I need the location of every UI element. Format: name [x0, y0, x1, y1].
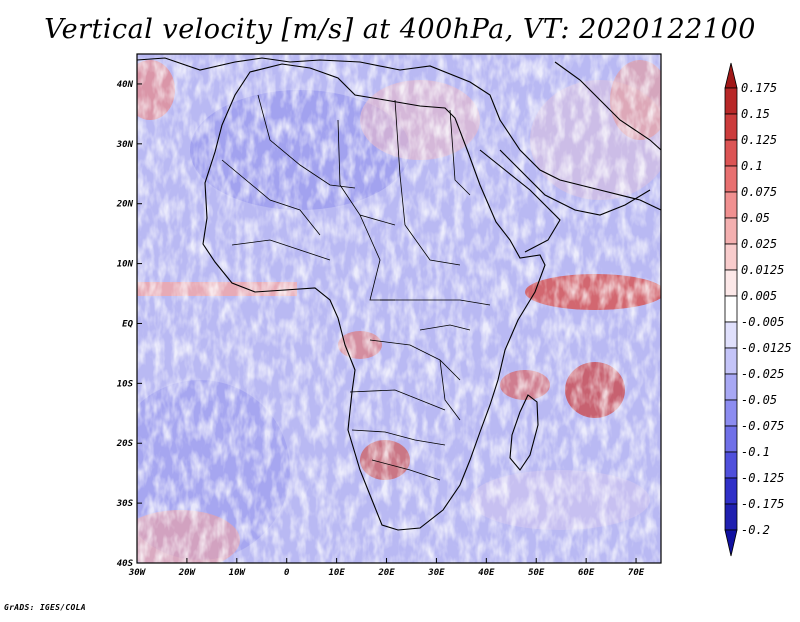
- colorbar-label: -0.05: [741, 393, 777, 407]
- colorbar-segment: [724, 503, 738, 531]
- colorbar-segment: [724, 399, 738, 427]
- lon-tick-label: 0: [284, 568, 290, 578]
- colorbar-segment: [724, 373, 738, 401]
- lon-tick-label: 10E: [328, 568, 345, 578]
- colorbar-segment: [724, 477, 738, 505]
- latitude-ticks: 40N 30N 20N 10N EQ 10S 20S 30S 40S: [116, 80, 142, 569]
- colorbar-bottom-arrow: [724, 529, 738, 557]
- lon-tick-label: 50E: [528, 568, 545, 578]
- colorbar-label: -0.0125: [741, 341, 792, 355]
- lon-tick-label: 30W: [128, 568, 147, 578]
- colorbar-label: -0.005: [741, 315, 784, 329]
- lon-tick-label: 70E: [628, 568, 645, 578]
- lon-tick-label: 20W: [178, 568, 197, 578]
- colorbar: 0.175 0.15 0.125 0.1 0.075 0.05 0.025 0.0125 0.0…: [724, 62, 792, 557]
- colorbar-label: 0.05: [741, 211, 770, 225]
- colorbar-segment: [724, 321, 738, 349]
- colorbar-segment: [724, 217, 738, 245]
- colorbar-label: -0.125: [741, 471, 784, 485]
- map-frame: [136, 53, 662, 564]
- colorbar-segment: [724, 269, 738, 297]
- colorbar-label: -0.025: [741, 367, 784, 381]
- lat-tick-label: 10S: [117, 379, 134, 389]
- vertical-velocity-field: [137, 54, 661, 563]
- lat-tick-label: 40N: [117, 80, 134, 90]
- lon-tick-label: 60E: [578, 568, 595, 578]
- colorbar-label: -0.2: [741, 523, 770, 537]
- colorbar-label: 0.175: [741, 81, 777, 95]
- colorbar-segment: [724, 425, 738, 453]
- lat-tick-label: 20N: [116, 200, 134, 210]
- colorbar-segment: [724, 191, 738, 219]
- colorbar-label: 0.005: [741, 289, 777, 303]
- lat-tick-label: 30N: [116, 140, 134, 150]
- colorbar-segment: [724, 451, 738, 479]
- colorbar-label: -0.175: [741, 497, 784, 511]
- colorbar-label: 0.0125: [741, 263, 784, 277]
- colorbar-segment: [724, 243, 738, 271]
- longitude-ticks: 30W 20W 10W 0 10E 20E 30E 40E 50E 60E 70E: [128, 558, 645, 578]
- colorbar-segment: [724, 165, 738, 193]
- colorbar-label: 0.025: [741, 237, 777, 251]
- colorbar-label: -0.1: [741, 445, 770, 459]
- national-borders: [221, 94, 491, 481]
- lat-tick-label: 30S: [116, 499, 134, 509]
- lat-tick-label: 40S: [117, 559, 134, 569]
- colorbar-label: 0.075: [741, 185, 777, 199]
- colorbar-segment: [724, 295, 738, 323]
- colorbar-top-arrow: [724, 62, 738, 89]
- lon-tick-label: 40E: [478, 568, 495, 578]
- lat-tick-label: EQ: [122, 319, 133, 329]
- lat-tick-label: 10N: [117, 260, 134, 270]
- lon-tick-label: 10W: [229, 568, 247, 578]
- colorbar-label: 0.15: [741, 107, 770, 121]
- colorbar-label: 0.1: [741, 159, 763, 173]
- coastlines: [137, 57, 661, 531]
- colorbar-segment: [724, 87, 738, 115]
- lon-tick-label: 20E: [377, 568, 395, 578]
- colorbar-label: 0.125: [741, 133, 777, 147]
- colorbar-segment: [724, 113, 738, 141]
- colorbar-label: -0.075: [741, 419, 784, 433]
- lat-tick-label: 20S: [116, 439, 134, 449]
- software-credit: GrADS: IGES/COLA: [4, 603, 86, 612]
- lon-tick-label: 30E: [427, 568, 445, 578]
- map-title: Vertical velocity [m/s] at 400hPa, VT: 2…: [44, 14, 756, 45]
- colorbar-segment: [724, 139, 738, 167]
- colorbar-segment: [724, 347, 738, 375]
